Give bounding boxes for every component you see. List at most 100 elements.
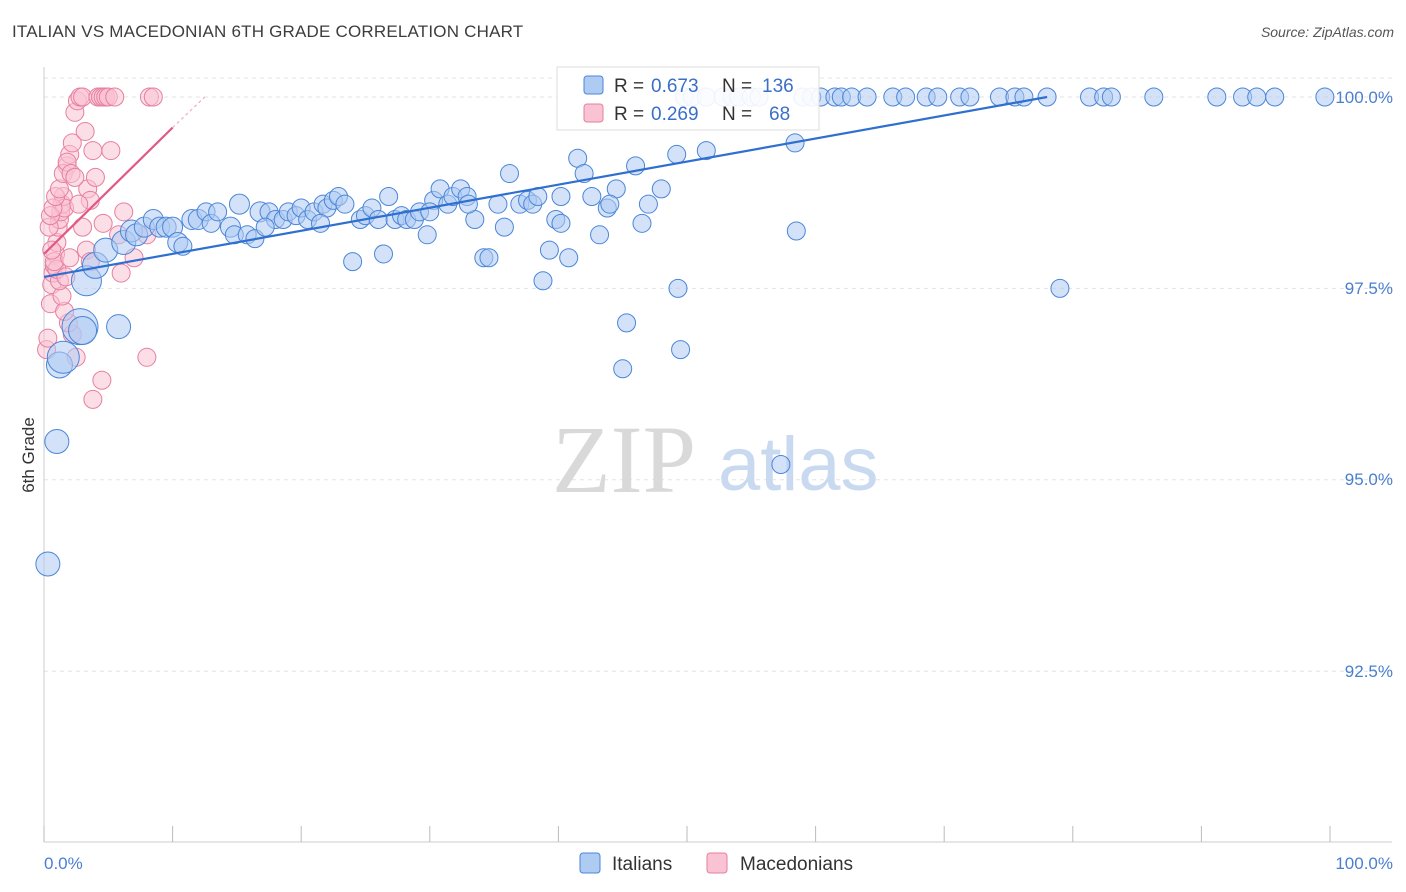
y-tick-labels: 100.0% 97.5% 95.0% 92.5% (1335, 88, 1393, 681)
legend-n-value-italians: 136 (762, 76, 794, 97)
trend-line-macedonians-extension (172, 96, 206, 129)
legend-label-macedonians: Macedonians (740, 854, 853, 875)
macedonian-point (101, 141, 121, 161)
macedonian-point (85, 167, 105, 187)
macedonian-point (114, 202, 134, 222)
legend-swatch-macedonians (583, 103, 604, 123)
italian-point (613, 359, 633, 379)
italian-point (1144, 87, 1164, 107)
italian-point (374, 244, 394, 264)
legend-r-label: R = (614, 104, 644, 125)
italian-point (533, 271, 553, 291)
italian-point (1050, 278, 1070, 298)
legend-r-value-italians: 0.673 (651, 76, 699, 97)
y-tick-label: 92.5% (1345, 662, 1393, 681)
italian-point (667, 144, 687, 164)
italian-point (310, 213, 330, 233)
y-axis-title: 6th Grade (19, 417, 38, 493)
macedonian-point (62, 133, 82, 153)
y-tick-label: 100.0% (1335, 88, 1393, 107)
macedonian-point (69, 194, 89, 214)
italian-point (668, 278, 688, 298)
macedonian-point (83, 141, 103, 161)
macedonian-point (137, 347, 157, 367)
chart-source: Source: ZipAtlas.com (1260, 24, 1394, 40)
italian-point (651, 179, 671, 199)
italian-point (106, 314, 132, 340)
macedonian-point (92, 370, 112, 390)
italian-point (208, 202, 228, 222)
gridlines (44, 77, 1392, 672)
italian-point (960, 87, 980, 107)
watermark: ZIP atlas (552, 406, 879, 513)
legend-swatch-italians (579, 852, 601, 874)
italian-point (35, 551, 61, 577)
italian-point (228, 193, 250, 215)
italian-point (1101, 87, 1121, 107)
italian-point (582, 187, 602, 207)
italian-point (600, 194, 620, 214)
macedonian-point (60, 248, 80, 268)
italian-point (632, 213, 652, 233)
italian-point (335, 194, 355, 214)
trend-line-italians (43, 95, 1048, 278)
legend-n-label: N = (722, 104, 752, 125)
x-tick-label-max: 100.0% (1335, 854, 1393, 873)
italian-point (343, 252, 363, 272)
italian-point (488, 194, 508, 214)
y-tick-label: 97.5% (1345, 279, 1393, 298)
italian-point (574, 164, 594, 184)
italian-point (458, 194, 478, 214)
italian-point (379, 187, 399, 207)
italian-point (417, 225, 437, 245)
italian-point (1247, 87, 1267, 107)
italian-point (500, 164, 520, 184)
italian-point (771, 454, 791, 474)
x-ticks (43, 826, 1331, 842)
legend-r-value-macedonians: 0.269 (651, 104, 699, 125)
watermark-atlas: atlas (718, 422, 879, 507)
legend-label-italians: Italians (612, 854, 672, 875)
italian-point (1265, 87, 1285, 107)
italian-point (638, 194, 658, 214)
legend-swatch-macedonians (706, 852, 728, 874)
italian-point (368, 209, 388, 229)
italian-point (68, 316, 98, 346)
italian-point (46, 340, 80, 374)
macedonian-point (42, 240, 62, 260)
macedonian-point (111, 263, 131, 283)
italian-point (1207, 87, 1227, 107)
legend-r-label: R = (614, 76, 644, 97)
x-tick-label-min: 0.0% (44, 854, 83, 873)
watermark-zip: ZIP (552, 406, 696, 513)
italian-point (896, 87, 916, 107)
italian-point (44, 429, 70, 455)
macedonian-point (83, 389, 103, 409)
legend-n-value-macedonians: 68 (769, 104, 790, 125)
macedonian-point (75, 121, 95, 141)
macedonian-point (93, 213, 113, 233)
macedonian-point (65, 167, 85, 187)
series-legend: Italians Macedonians (579, 852, 853, 875)
italian-point (928, 87, 948, 107)
macedonian-point (105, 87, 125, 107)
italian-point (590, 225, 610, 245)
legend-swatch-italians (583, 75, 604, 95)
macedonian-point (38, 328, 58, 348)
italian-point (786, 221, 806, 241)
italian-point (551, 213, 571, 233)
italian-point (696, 141, 716, 161)
italian-point (479, 248, 499, 268)
italian-point (857, 87, 877, 107)
legend-n-label: N = (722, 76, 752, 97)
italian-point (539, 240, 559, 260)
macedonian-point (73, 217, 93, 237)
series-italians (35, 87, 1335, 577)
y-tick-label: 95.0% (1345, 470, 1393, 489)
italian-point (494, 217, 514, 237)
macedonian-point (143, 87, 163, 107)
italian-point (559, 248, 579, 268)
correlation-legend: R = 0.673 N = 136 R = 0.269 N = 68 (556, 66, 820, 131)
italian-point (1315, 87, 1335, 107)
